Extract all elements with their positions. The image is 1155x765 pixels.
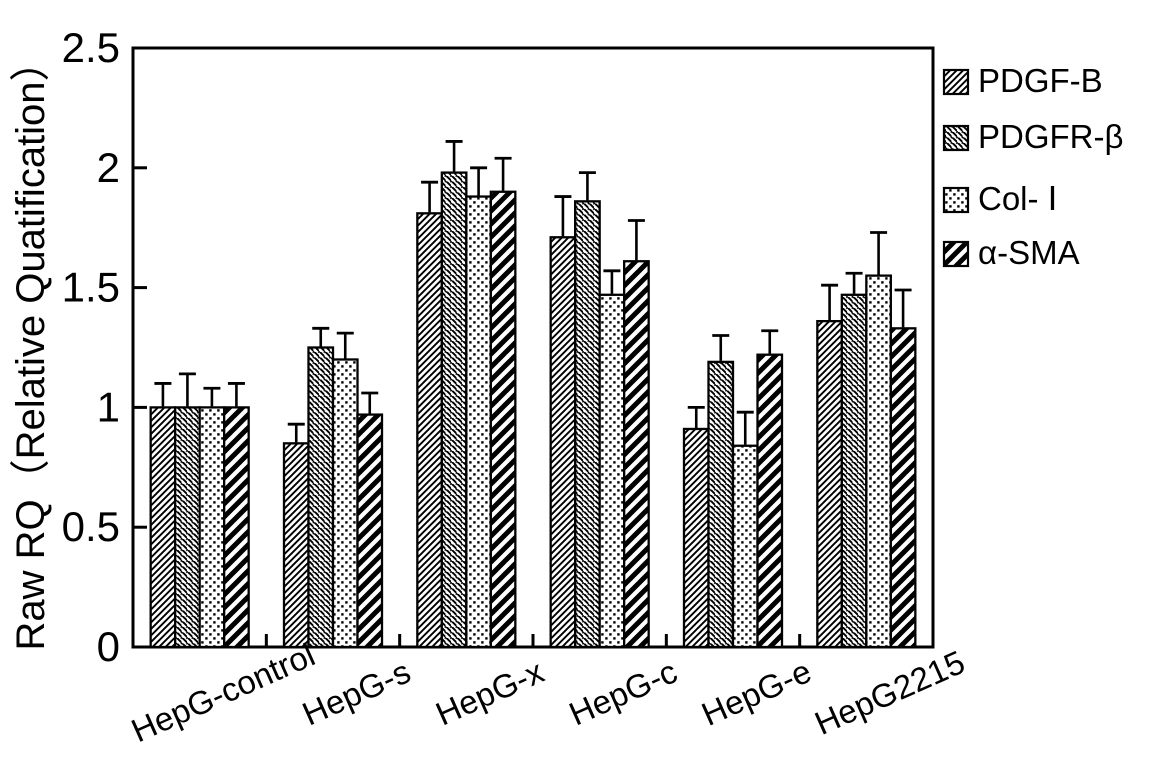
bar bbox=[174, 406, 201, 649]
legend-item: α-SMA bbox=[942, 234, 1080, 271]
y-tick-label: 0.5 bbox=[62, 503, 120, 550]
bar bbox=[707, 360, 735, 649]
bar bbox=[465, 195, 492, 649]
bar bbox=[682, 427, 710, 649]
bar bbox=[198, 406, 226, 649]
x-tick-label: HepG-e bbox=[696, 652, 817, 733]
x-tick-label: HepG2215 bbox=[809, 643, 970, 742]
y-tick-label: 1 bbox=[97, 383, 120, 430]
bar bbox=[598, 293, 626, 649]
bar bbox=[865, 274, 892, 649]
bar bbox=[416, 212, 443, 649]
legend-item: PDGFR-β bbox=[942, 118, 1123, 155]
bars bbox=[149, 140, 917, 649]
bar bbox=[223, 406, 250, 649]
y-tick-label: 0 bbox=[97, 623, 120, 670]
bar bbox=[331, 358, 359, 649]
bar bbox=[440, 171, 468, 649]
bar bbox=[282, 442, 310, 649]
bar bbox=[489, 190, 517, 649]
y-tick-label: 2 bbox=[97, 144, 120, 191]
y-axis-title: Raw RQ（Relative Quatification） bbox=[9, 41, 53, 650]
y-axis-ticks: 0 0.5 1 1.5 2 2.5 bbox=[62, 24, 147, 670]
legend-label: α-SMA bbox=[978, 234, 1080, 271]
y-tick-label: 1.5 bbox=[62, 264, 120, 311]
x-tick-label: HepG-x bbox=[430, 652, 549, 732]
bar bbox=[756, 353, 784, 649]
legend-swatch bbox=[942, 240, 970, 268]
bar bbox=[816, 319, 843, 649]
bar bbox=[307, 346, 335, 649]
bar bbox=[574, 200, 601, 649]
legend-swatch bbox=[942, 186, 970, 214]
bar bbox=[549, 236, 577, 649]
bar bbox=[840, 293, 868, 649]
bar bbox=[889, 327, 917, 649]
legend-item: PDGF-B bbox=[942, 62, 1103, 99]
legend-label: Col- Ⅰ bbox=[978, 180, 1057, 217]
x-tick-label: HepG-control bbox=[126, 636, 320, 750]
legend-swatch bbox=[942, 68, 970, 96]
bar bbox=[623, 260, 650, 649]
legend-swatch bbox=[942, 124, 970, 152]
x-tick-label: HepG-c bbox=[564, 652, 683, 732]
legend-item: Col- Ⅰ bbox=[942, 180, 1057, 217]
legend-label: PDGFR-β bbox=[978, 118, 1123, 155]
bar bbox=[149, 406, 177, 649]
legend: PDGF-B PDGFR-β Col- Ⅰ α-SMA bbox=[942, 62, 1123, 271]
legend-label: PDGF-B bbox=[978, 62, 1103, 99]
x-axis-ticks bbox=[264, 634, 802, 647]
y-tick-label: 2.5 bbox=[62, 24, 120, 71]
plot-area-frame bbox=[131, 46, 935, 649]
bar bbox=[731, 444, 759, 649]
bar bbox=[356, 413, 384, 649]
